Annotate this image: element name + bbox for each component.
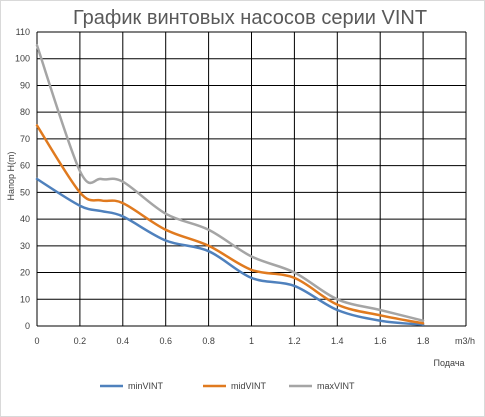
legend: minVINT midVINT maxVINT [100,381,355,391]
x-tick-label: 0.2 [74,336,87,346]
x-axis-label: Подача [433,358,464,368]
y-tick-label: 30 [20,241,30,251]
y-tick-label: 20 [20,268,30,278]
series-line-maxVINT [35,44,425,322]
x-ticks: 0 0.2 0.4 0.6 0.8 1 1.2 1.4 1.6 1.8 [34,336,429,346]
y-tick-label: 70 [20,134,30,144]
y-tick-label: 60 [20,161,30,171]
legend-label: midVINT [231,381,267,391]
x-tick-label: 1.6 [374,336,387,346]
y-tick-label: 50 [20,187,30,197]
x-tick-label: 0.8 [202,336,215,346]
y-ticks: 0 10 20 30 40 50 60 70 80 90 100 110 [15,27,30,331]
y-tick-label: 100 [15,54,30,64]
x-tick-label: 1.2 [288,336,301,346]
legend-label: maxVINT [317,381,355,391]
y-tick-label: 10 [20,294,30,304]
y-tick-label: 90 [20,80,30,90]
x-tick-label: 1.4 [331,336,344,346]
x-tick-label: 0 [34,336,39,346]
x-tick-label: 1 [249,336,254,346]
y-tick-label: 40 [20,214,30,224]
legend-label: minVINT [128,381,164,391]
series-group [35,44,425,326]
x-tick-label: 1.8 [417,336,430,346]
y-tick-label: 110 [16,27,30,37]
y-axis-label: Напор H(m) [6,152,16,201]
x-tick-label: 0.4 [117,336,130,346]
series-line-minVINT [35,177,425,326]
x-axis-unit: m3/h [455,336,475,346]
y-tick-label: 0 [25,321,30,331]
chart-title: График винтовых насосов серии VINT [73,7,427,29]
x-tick-label: 0.6 [159,336,172,346]
series-line-midVINT [35,124,425,325]
y-tick-label: 80 [20,107,30,117]
